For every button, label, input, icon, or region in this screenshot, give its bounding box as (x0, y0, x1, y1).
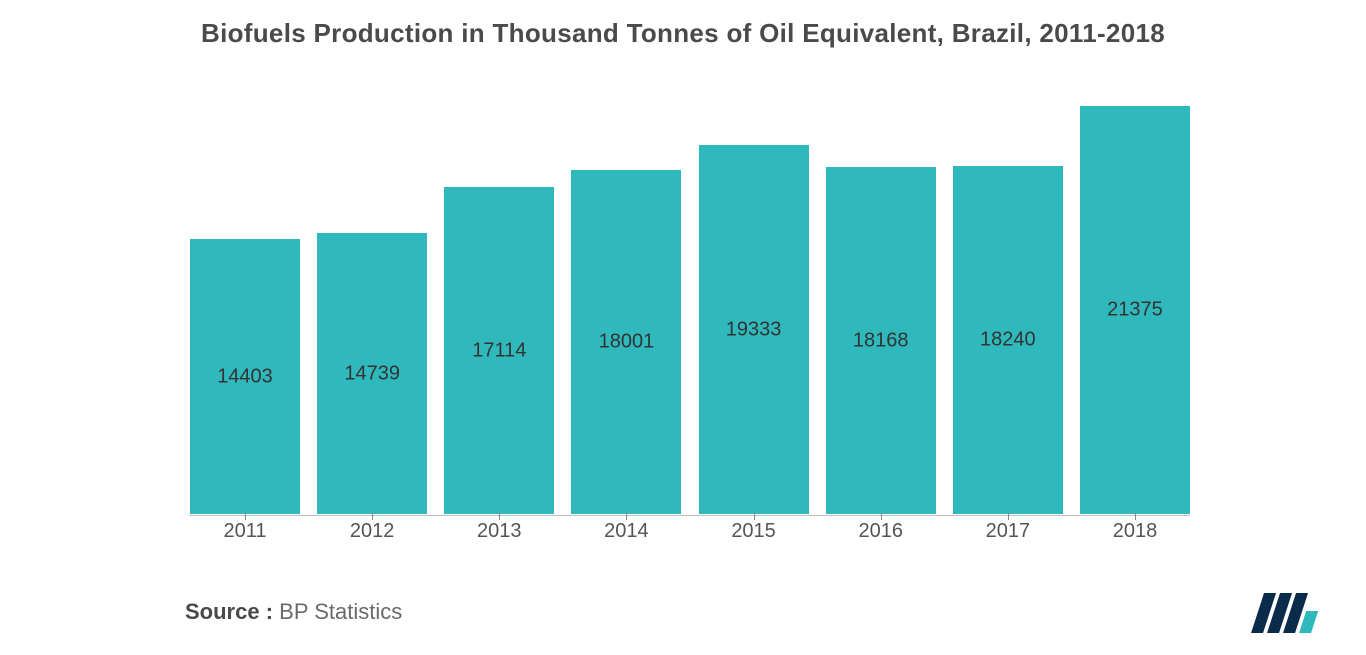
bar-group: 14403 (190, 239, 300, 514)
bar-value-label: 14403 (217, 365, 273, 388)
x-axis: 2011 2012 2013 2014 2015 2016 2017 2018 (190, 520, 1190, 543)
bar: 19333 (699, 145, 809, 514)
bar: 18168 (826, 167, 936, 514)
bar: 18240 (953, 166, 1063, 514)
x-tick: 2013 (444, 520, 554, 543)
bar-value-label: 18240 (980, 329, 1036, 352)
chart-plot-area: 14403 14739 17114 18001 19333 18168 18240 21375 (190, 95, 1190, 515)
bar-group: 18240 (953, 166, 1063, 514)
x-axis-label: 2015 (699, 520, 809, 543)
tick-mark (754, 513, 755, 520)
bar-value-label: 19333 (726, 318, 782, 341)
bar: 14739 (317, 233, 427, 514)
mordor-intelligence-logo (1248, 587, 1326, 633)
chart-title: Biofuels Production in Thousand Tonnes o… (0, 0, 1366, 49)
x-axis-label: 2012 (317, 520, 427, 543)
x-tick: 2011 (190, 520, 300, 543)
tick-mark (499, 513, 500, 520)
x-axis-label: 2011 (190, 520, 300, 543)
bar-group: 18168 (826, 167, 936, 514)
bar: 14403 (190, 239, 300, 514)
x-axis-label: 2018 (1080, 520, 1190, 543)
bar-group: 17114 (444, 187, 554, 514)
bar: 17114 (444, 187, 554, 514)
x-tick: 2014 (571, 520, 681, 543)
x-tick: 2017 (953, 520, 1063, 543)
bar-value-label: 14739 (344, 362, 400, 385)
bar-group: 14739 (317, 233, 427, 514)
tick-mark (245, 513, 246, 520)
source-label: Source : (185, 599, 273, 624)
bar-group: 18001 (571, 170, 681, 514)
bar-group: 19333 (699, 145, 809, 514)
bar-value-label: 18001 (599, 331, 655, 354)
x-axis-label: 2014 (571, 520, 681, 543)
x-tick: 2018 (1080, 520, 1190, 543)
source-attribution: Source : BP Statistics (185, 599, 402, 625)
bar-value-label: 18168 (853, 329, 909, 352)
x-tick: 2016 (826, 520, 936, 543)
source-text: BP Statistics (279, 599, 402, 624)
tick-mark (372, 513, 373, 520)
x-axis-label: 2017 (953, 520, 1063, 543)
bar: 21375 (1080, 106, 1190, 514)
tick-mark (1135, 513, 1136, 520)
bar: 18001 (571, 170, 681, 514)
x-axis-label: 2016 (826, 520, 936, 543)
bar-value-label: 21375 (1107, 299, 1163, 322)
tick-mark (881, 513, 882, 520)
tick-mark (626, 513, 627, 520)
tick-mark (1008, 513, 1009, 520)
x-tick: 2012 (317, 520, 427, 543)
bar-group: 21375 (1080, 106, 1190, 514)
x-axis-line (190, 515, 1190, 516)
x-tick: 2015 (699, 520, 809, 543)
x-axis-label: 2013 (444, 520, 554, 543)
bar-value-label: 17114 (472, 339, 526, 362)
